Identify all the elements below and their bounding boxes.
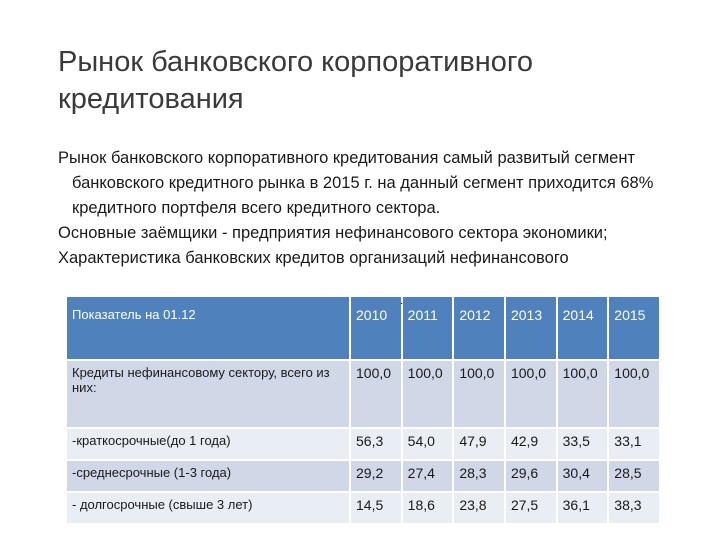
table-cell: 100,0: [505, 361, 556, 427]
table-cell: 30,4: [557, 461, 608, 491]
row-label: - долгосрочные (свыше 3 лет): [67, 493, 349, 523]
table-cell: 38,3: [609, 493, 659, 523]
header-year: 2012: [454, 297, 504, 359]
table-cell: 100,0: [402, 361, 453, 427]
table-cell: 100,0: [609, 361, 659, 427]
credit-structure-table: Показатель на 01.12 2010 2011 2012 2013 …: [65, 295, 661, 525]
table-cell: 100,0: [454, 361, 504, 427]
table-cell: 29,6: [505, 461, 556, 491]
row-label: -среднесрочные (1-3 года): [67, 461, 349, 491]
header-year: 2014: [557, 297, 608, 359]
table-row: - долгосрочные (свыше 3 лет) 14,5 18,6 2…: [67, 493, 659, 523]
table-row: -краткосрочные(до 1 года) 56,3 54,0 47,9…: [67, 429, 659, 459]
paragraph-market: Рынок банковского корпоративного кредито…: [58, 149, 654, 217]
table-cell: 100,0: [351, 361, 401, 427]
table-cell: 14,5: [351, 493, 401, 523]
table-cell: 33,5: [557, 429, 608, 459]
table-cell: 27,4: [402, 461, 453, 491]
table-cell: 18,6: [402, 493, 453, 523]
table-cell: 33,1: [609, 429, 659, 459]
header-year: 2015: [609, 297, 659, 359]
table-cell: 42,9: [505, 429, 556, 459]
table-cell: 54,0: [402, 429, 453, 459]
table-cell: 23,8: [454, 493, 504, 523]
table-cell: 28,5: [609, 461, 659, 491]
header-year: 2010: [351, 297, 401, 359]
header-year: 2011: [402, 297, 453, 359]
table-cell: 100,0: [557, 361, 608, 427]
table-header-row: Показатель на 01.12 2010 2011 2012 2013 …: [67, 297, 659, 359]
slide-body: Рынок банковского корпоративного кредито…: [58, 146, 670, 271]
table-cell: 56,3: [351, 429, 401, 459]
row-label: -краткосрочные(до 1 года): [67, 429, 349, 459]
slide-title: Рынок банковского корпоративного кредито…: [58, 46, 533, 115]
table-row: -среднесрочные (1-3 года) 29,2 27,4 28,3…: [67, 461, 659, 491]
header-indicator: Показатель на 01.12: [67, 297, 349, 359]
table-cell: 28,3: [454, 461, 504, 491]
header-year: 2013: [505, 297, 556, 359]
paragraph-characteristics: Характеристика банковских кредитов орган…: [58, 249, 569, 267]
table-cell: 29,2: [351, 461, 401, 491]
paragraph-borrowers: Основные заёмщики - предприятия нефинанс…: [58, 224, 608, 242]
table-row: Кредиты нефинансовому сектору, всего из …: [67, 361, 659, 427]
table-cell: 36,1: [557, 493, 608, 523]
table-cell: 47,9: [454, 429, 504, 459]
table-cell: 27,5: [505, 493, 556, 523]
row-label: Кредиты нефинансовому сектору, всего из …: [67, 361, 349, 427]
